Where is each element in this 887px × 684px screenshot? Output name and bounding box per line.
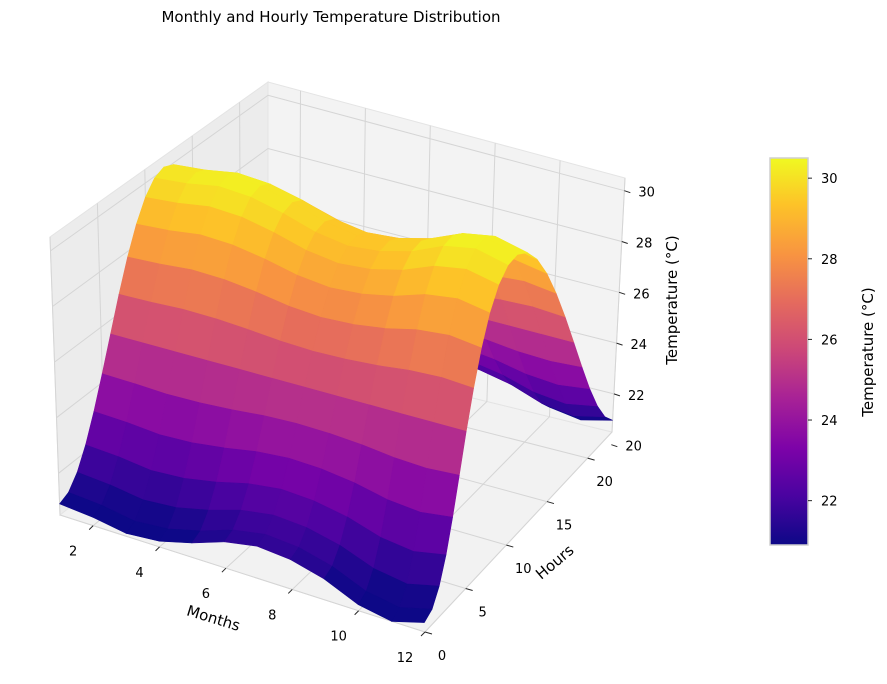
tick-mark	[624, 190, 631, 194]
surface-plot	[59, 164, 613, 623]
tick-mark	[424, 631, 433, 635]
tick-label: 20	[625, 440, 642, 455]
colorbar-tick-label: 30	[821, 172, 838, 187]
tick-label: 26	[633, 287, 650, 302]
tick-label: 0	[438, 649, 446, 664]
surface-patch	[406, 551, 447, 587]
surface-patch	[426, 422, 467, 476]
grid-line	[50, 94, 625, 252]
tick-mark	[88, 525, 94, 530]
tick-mark	[616, 342, 623, 346]
y-axis-label: Hours	[532, 541, 577, 583]
tick-label: 6	[202, 587, 210, 602]
tick-mark	[155, 546, 160, 552]
tick-mark	[354, 610, 359, 616]
tick-label: 10	[330, 630, 347, 645]
grid-line	[49, 236, 426, 633]
colorbar-tick-label: 22	[821, 495, 838, 510]
tick-label: 30	[638, 186, 655, 201]
grid-line	[424, 177, 626, 633]
tick-mark	[621, 241, 628, 244]
tick-label: 4	[135, 566, 143, 581]
tick-label: 20	[596, 475, 613, 490]
colorbar-gradient	[769, 157, 809, 546]
surface-patch	[399, 583, 440, 610]
tick-mark	[546, 501, 555, 505]
x-axis-label: Months	[185, 602, 243, 635]
tick-mark	[465, 588, 473, 592]
tick-mark	[613, 393, 621, 397]
z-axis-label: Temperature (°C)	[663, 235, 681, 365]
surface-patch	[391, 607, 433, 623]
colorbar-label: Temperature (°C)	[859, 287, 877, 417]
tick-mark	[420, 631, 426, 637]
tick-label: 10	[515, 562, 532, 577]
tick-mark	[611, 444, 618, 448]
tick-label: 2	[69, 545, 77, 560]
colorbar: 22 24 26 28 30	[769, 157, 838, 546]
tick-label: 8	[268, 609, 276, 624]
tick-label: 24	[631, 338, 648, 353]
colorbar-tick-label: 28	[821, 253, 838, 268]
tick-mark	[506, 544, 514, 548]
tick-label: 5	[479, 606, 487, 621]
tick-label: 15	[556, 519, 573, 534]
tick-mark	[221, 567, 227, 573]
tick-mark	[287, 589, 293, 594]
surface-patch	[413, 511, 453, 556]
tick-mark	[587, 457, 595, 461]
colorbar-tick-label: 24	[821, 414, 838, 429]
tick-label: 12	[397, 651, 414, 666]
tick-label: 28	[636, 237, 653, 252]
chart-title: Monthly and Hourly Temperature Distribut…	[161, 8, 500, 26]
grid-line	[52, 147, 622, 307]
tick-label: 22	[628, 389, 645, 404]
tick-mark	[618, 291, 626, 295]
colorbar-tick-label: 26	[821, 333, 838, 348]
surface-patch	[419, 468, 460, 518]
